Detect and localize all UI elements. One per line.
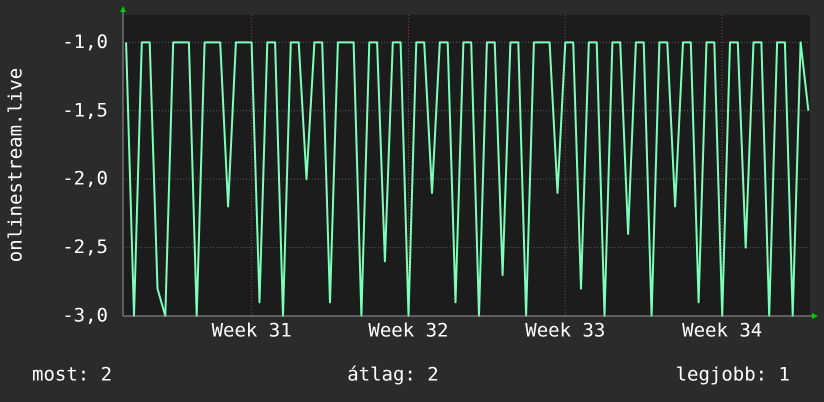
plot-area <box>123 15 810 316</box>
x-axis-arrow <box>812 313 818 319</box>
y-tick-label: -1,0 <box>62 31 108 53</box>
y-tick-label: -2,5 <box>62 236 108 258</box>
footer-average: átlag: 2 <box>347 364 439 386</box>
y-axis-label: onlinestream.live <box>5 68 27 262</box>
footer-current: most: 2 <box>32 364 112 386</box>
data-line <box>125 41 810 317</box>
x-tick-label: Week 32 <box>368 320 448 342</box>
y-tick-label: -1,5 <box>62 99 108 121</box>
x-tick-label: Week 31 <box>212 320 292 342</box>
x-tick-label: Week 33 <box>525 320 605 342</box>
y-tick-label: -2,0 <box>62 168 108 190</box>
y-tick-label: -3,0 <box>62 305 108 327</box>
x-tick-label: Week 34 <box>682 320 762 342</box>
y-axis-arrow <box>120 6 126 12</box>
footer-best: legjobb: 1 <box>676 364 790 386</box>
